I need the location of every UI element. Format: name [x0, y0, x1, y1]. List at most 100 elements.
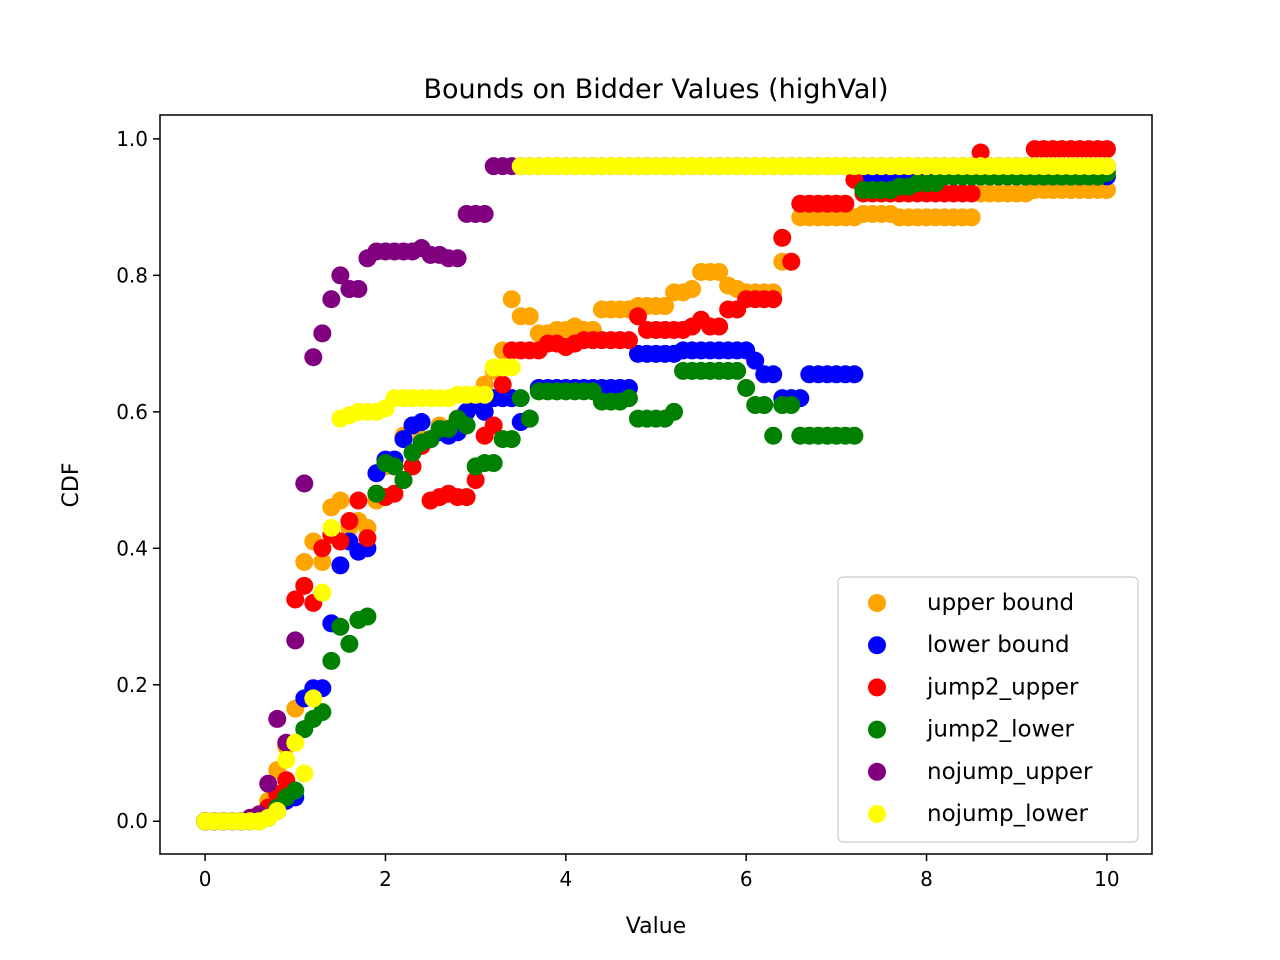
data-point [295, 764, 314, 783]
data-point [764, 290, 783, 309]
x-tick-label: 6 [740, 867, 753, 891]
data-point [484, 454, 503, 473]
data-point [403, 457, 422, 476]
data-point [322, 290, 341, 309]
plot-frame [159, 114, 1153, 855]
legend-item: lower bound [868, 632, 1070, 658]
legend-item: nojump_upper [868, 759, 1093, 785]
data-point [349, 280, 368, 298]
data-point [448, 249, 467, 268]
legend-entries: upper bound lower bound jump2_upper jump2_l… [868, 590, 1093, 827]
data-point [475, 402, 494, 421]
y-tick-label: 0.4 [116, 536, 148, 560]
legend-item: jump2_lower [868, 717, 1075, 743]
y-tick-label: 0.6 [116, 400, 148, 424]
data-point [619, 389, 638, 408]
x-tick-label: 10 [1094, 867, 1119, 891]
data-point [259, 774, 278, 793]
y-tick-label: 0.0 [116, 809, 148, 833]
legend-label: nojump_upper [927, 759, 1093, 785]
data-point [394, 471, 413, 490]
data-point [358, 529, 377, 548]
data-point [268, 709, 287, 728]
legend-marker [868, 805, 886, 823]
data-point [773, 228, 792, 247]
data-point [1097, 157, 1116, 176]
data-point [475, 385, 494, 404]
data-point [683, 280, 702, 298]
data-point [313, 552, 332, 571]
data-point [502, 290, 521, 309]
data-point [313, 539, 332, 558]
data-point [313, 324, 332, 343]
data-point [656, 297, 675, 316]
legend-item: nojump_lower [868, 801, 1089, 827]
data-point [628, 307, 647, 326]
data-point [331, 491, 350, 510]
legend: upper bound lower bound jump2_upper jump2_l… [837, 576, 1139, 843]
plot-area [196, 140, 1116, 831]
x-tick-label: 8 [920, 867, 933, 891]
data-point [746, 351, 765, 370]
data-point [349, 491, 368, 510]
data-point [295, 474, 314, 493]
data-point [466, 471, 485, 490]
data-point [502, 430, 521, 449]
data-point [322, 518, 341, 537]
data-point [385, 457, 404, 476]
data-point [295, 552, 314, 571]
y-tick-label: 1.0 [116, 127, 148, 151]
data-point [755, 396, 774, 414]
data-point [286, 781, 305, 800]
data-point [286, 631, 305, 650]
data-point [710, 262, 729, 281]
data-point [511, 389, 530, 408]
data-point [845, 426, 864, 445]
data-point [962, 184, 981, 203]
legend-label: jump2_upper [926, 674, 1079, 700]
data-point [665, 402, 684, 421]
data-point [268, 802, 287, 821]
data-point [304, 689, 323, 708]
legend-item: upper bound [868, 590, 1074, 616]
legend-marker [868, 636, 886, 655]
data-point [286, 733, 305, 752]
data-point [295, 576, 314, 595]
data-point [619, 331, 638, 350]
x-tick-label: 2 [379, 867, 392, 891]
data-point [340, 512, 359, 531]
data-point [971, 143, 990, 162]
data-point [520, 307, 539, 326]
data-point [331, 556, 350, 575]
legend-marker [868, 678, 886, 697]
data-point [836, 194, 855, 213]
data-point [331, 532, 350, 551]
data-point [782, 252, 801, 271]
y-tick-label: 0.2 [116, 673, 148, 697]
data-point [286, 590, 305, 609]
data-point [737, 378, 756, 397]
data-point [304, 348, 323, 367]
y-axis: 0.0 0.2 0.4 0.6 0.8 1.0 [116, 127, 160, 833]
data-point [412, 413, 431, 432]
data-point [367, 484, 386, 503]
data-point [385, 484, 404, 503]
data-point [962, 208, 981, 227]
data-point [520, 409, 539, 428]
data-point [394, 430, 413, 449]
legend-label: lower bound [927, 632, 1070, 658]
data-point [782, 396, 801, 414]
x-tick-label: 4 [559, 867, 572, 891]
x-axis: 0 2 4 6 8 10 [199, 854, 1120, 891]
legend-marker [868, 720, 886, 739]
data-point [728, 361, 747, 380]
x-axis-label: Value [626, 914, 686, 939]
legend-frame [837, 576, 1139, 843]
data-point [313, 703, 332, 722]
data-point [313, 583, 332, 602]
x-tick-label: 0 [199, 867, 212, 891]
data-point [475, 204, 494, 223]
chart-title: Bounds on Bidder Values (highVal) [423, 74, 888, 105]
data-point [457, 488, 476, 507]
data-point [331, 266, 350, 285]
